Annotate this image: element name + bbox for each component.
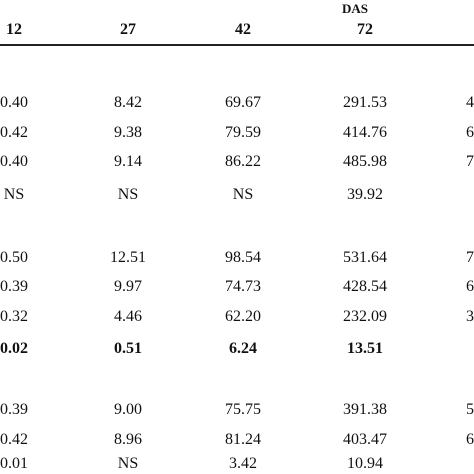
cell: 13.51 <box>347 340 383 357</box>
cell: 403.47 <box>343 431 387 448</box>
header-rule <box>0 44 474 46</box>
cell: 391.38 <box>343 401 387 418</box>
cell: 6.24 <box>229 340 257 357</box>
cell: NS <box>232 186 254 203</box>
cell: 0.42 <box>0 431 28 448</box>
cell: 6 <box>466 431 474 448</box>
cell: 0.50 <box>0 249 28 266</box>
cell: 7 <box>466 153 474 170</box>
cell: 3.42 <box>229 455 257 472</box>
cell: 0.02 <box>0 340 28 357</box>
cell: 9.14 <box>114 153 142 170</box>
cell: 0.39 <box>0 278 28 295</box>
cell: 0.42 <box>0 124 28 141</box>
cell: 69.67 <box>225 94 261 111</box>
cell: 5 <box>466 401 474 418</box>
cell: NS <box>117 455 139 472</box>
cell: NS <box>117 186 139 203</box>
cell: 86.22 <box>225 153 261 170</box>
cell: 0.39 <box>0 401 28 418</box>
cell: 79.59 <box>225 124 261 141</box>
cell: 414.76 <box>343 124 387 141</box>
cell: 0.40 <box>0 94 28 111</box>
cell: NS <box>3 186 25 203</box>
cell: 9.97 <box>114 278 142 295</box>
cell: 62.20 <box>225 308 261 325</box>
cell: 4 <box>466 94 474 111</box>
column-header: 42 <box>235 21 251 38</box>
cell: 9.38 <box>114 124 142 141</box>
cell: 531.64 <box>343 249 387 266</box>
cell: 7 <box>466 249 474 266</box>
cell: 4.46 <box>114 308 142 325</box>
cell: 98.54 <box>225 249 261 266</box>
cell: 74.73 <box>225 278 261 295</box>
cell: 3 <box>466 308 474 325</box>
cell: 12.51 <box>110 249 146 266</box>
cell: 8.96 <box>114 431 142 448</box>
group-header: DAS <box>341 1 369 16</box>
cell: 232.09 <box>343 308 387 325</box>
cell: 291.53 <box>343 94 387 111</box>
column-header: 27 <box>120 21 136 38</box>
cell: 81.24 <box>225 431 261 448</box>
cell: 10.94 <box>347 455 383 472</box>
cell: 9.00 <box>114 401 142 418</box>
cell: 0.40 <box>0 153 28 170</box>
cell: 39.92 <box>347 186 383 203</box>
column-header: 12 <box>6 21 22 38</box>
cell: 0.51 <box>114 340 142 357</box>
cell: 8.42 <box>114 94 142 111</box>
cell: 0.01 <box>0 455 28 472</box>
cell: 485.98 <box>343 153 387 170</box>
cell: 6 <box>466 278 474 295</box>
cell: 6 <box>466 124 474 141</box>
cell: 428.54 <box>343 278 387 295</box>
cell: 0.32 <box>0 308 28 325</box>
column-header: 72 <box>357 21 373 38</box>
cell: 75.75 <box>225 401 261 418</box>
